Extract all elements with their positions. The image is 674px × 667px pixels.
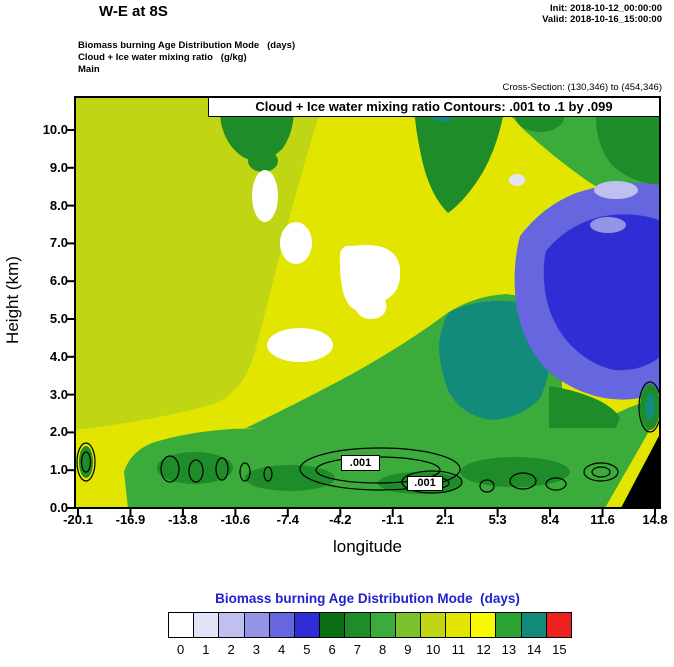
colorbar-tick-label: 3 [252,642,260,657]
colorbar-tick-label: 13 [501,642,517,657]
colorbar-cell [194,613,220,637]
colorbar-tick-label: 9 [404,642,412,657]
colorbar-cell [269,613,295,637]
colorbar-cell [420,613,447,637]
colorbar-tick-label: 6 [328,642,336,657]
colorbar-tick-label: 5 [303,642,311,657]
colorbar-tick-label: 8 [379,642,387,657]
colorbar-tick-label: 4 [278,642,286,657]
colorbar-tick-label: 15 [552,642,567,657]
colorbar-cell [496,613,522,637]
colorbar-tick-label: 7 [353,642,361,657]
colorbar-cell [320,613,346,637]
colorbar-tick-label: 2 [227,642,235,657]
colorbar-cell [471,613,497,637]
colorbar-cell [446,613,472,637]
colorbar-cell [244,613,270,637]
colorbar [168,612,572,638]
colorbar-tick-label: 14 [526,642,542,657]
age-fill-field [75,97,660,508]
cross-section-plot [66,96,661,517]
colorbar-tick-label: 11 [451,642,466,657]
colorbar-tick-label: 1 [202,642,210,657]
terrain-mask [621,434,660,508]
colorbar-cell [169,613,195,637]
colorbar-cell [521,613,547,637]
colorbar-tick-label: 12 [476,642,491,657]
colorbar-cell [395,613,421,637]
axis-ticks [66,129,656,517]
colorbar-cell [370,613,396,637]
colorbar-tick-label: 0 [177,642,185,657]
colorbar-title: Biomass burning Age Distribution Mode (d… [215,591,520,606]
colorbar-cell [546,613,571,637]
colorbar-tick-label: 10 [425,642,441,657]
colorbar-cell [345,613,371,637]
colorbar-cell [219,613,245,637]
colorbar-cell [294,613,321,637]
